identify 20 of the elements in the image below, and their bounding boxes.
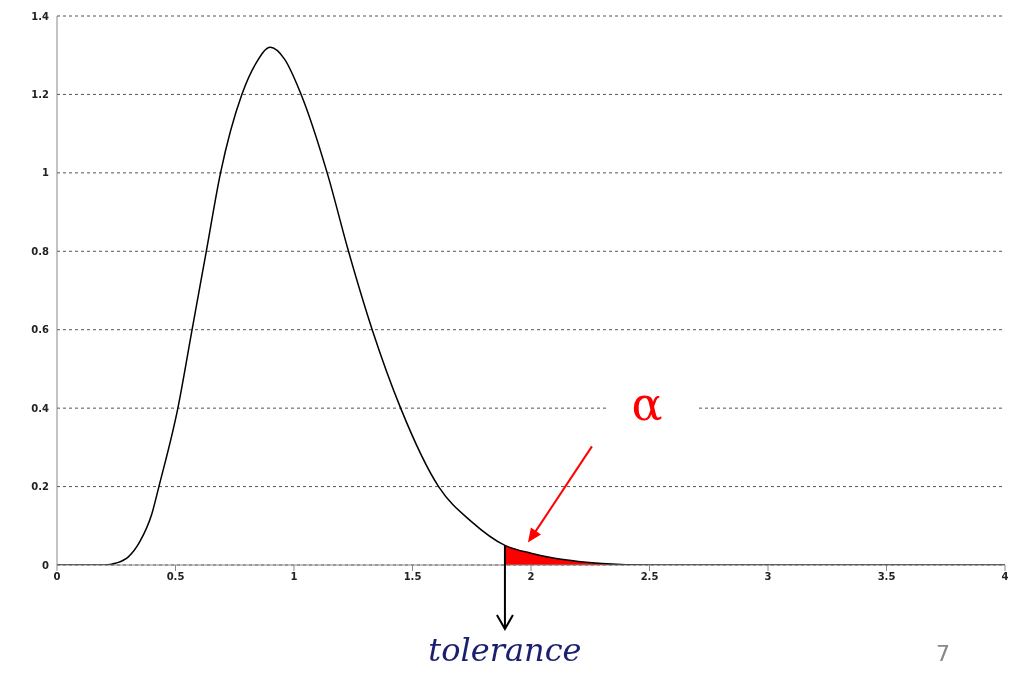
y-tick-label: 0.6 [31,324,50,336]
x-tick-label: 4 [1001,571,1009,583]
y-tick-label: 0.2 [31,481,50,493]
y-tick-label: 1.2 [31,88,50,100]
text: 7 [936,641,950,666]
x-tick-label: 1 [290,571,298,583]
y-tick-label: 1 [42,167,50,179]
x-tick-label: 0.5 [166,571,185,583]
x-tick-label: 2.5 [640,571,659,583]
x-tick-label: 3.5 [877,571,896,583]
annotation: α [631,377,663,432]
annotation: tolerance [428,631,582,669]
x-tick-label: 3 [764,571,772,583]
y-tick-label: 0.4 [31,402,50,414]
y-tick-label: 1.4 [31,10,50,22]
y-tick-label: 0 [42,559,50,571]
x-tick-label: 1.5 [403,571,422,583]
x-tick-label: 2 [527,571,535,583]
x-tick-label: 0 [53,571,61,583]
y-tick-label: 0.8 [31,245,50,257]
